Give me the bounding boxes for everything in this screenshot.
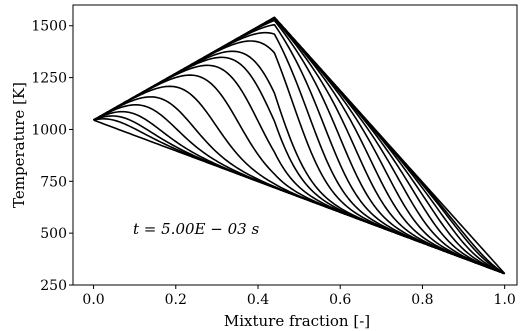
equilibrium-curve [93, 16, 506, 275]
y-axis-label: Temperature [K] [10, 82, 28, 208]
x-tick-label: 0.0 [82, 292, 104, 308]
x-tick-label: 0.8 [411, 292, 433, 308]
x-axis-label: Mixture fraction [-] [224, 312, 370, 330]
y-tick-label: 500 [40, 226, 67, 242]
y-tick-label: 1000 [31, 122, 67, 138]
x-tick-label: 0.4 [247, 292, 269, 308]
y-tick-label: 1500 [31, 19, 67, 35]
temperature-profile-curve [93, 85, 505, 275]
y-tick-label: 750 [40, 174, 67, 190]
temperature-profile-curve [93, 40, 505, 275]
y-ticks: 250 500 750 1000 1250 1500 [31, 19, 73, 294]
y-tick-label: 1250 [31, 71, 67, 87]
x-tick-label: 1.0 [494, 292, 516, 308]
x-tick-label: 0.6 [329, 292, 351, 308]
y-tick-label: 250 [40, 278, 67, 294]
time-annotation: t = 5.00E − 03 s [133, 220, 259, 238]
x-ticks: 0.0 0.2 0.4 0.6 0.8 1.0 [82, 285, 516, 308]
curves [93, 16, 506, 275]
x-tick-label: 0.2 [165, 292, 187, 308]
plot-frame [72, 4, 518, 286]
